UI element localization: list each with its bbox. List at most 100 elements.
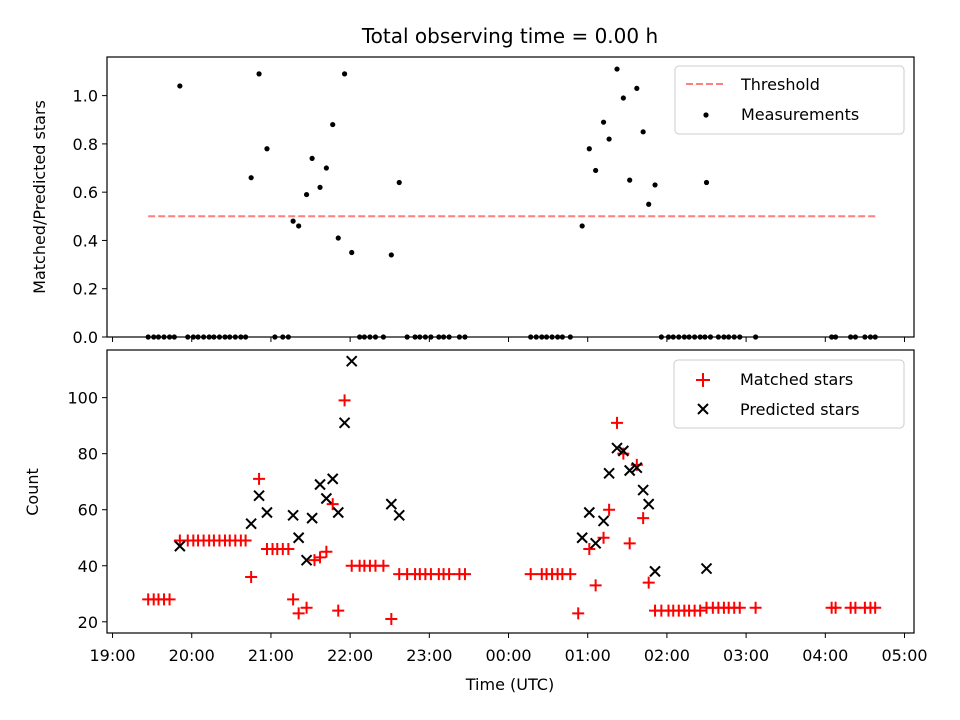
- matched-star-point: [603, 503, 616, 516]
- top-y-tick-label: 0.4: [73, 231, 98, 250]
- predicted-star-point: [623, 464, 636, 477]
- matched-star-point: [377, 559, 390, 572]
- matched-star-point: [338, 394, 351, 407]
- predicted-star-point: [617, 445, 630, 457]
- measurement-point: [296, 223, 302, 229]
- matched-star-point: [245, 570, 258, 583]
- bottom-panel: 20 40 60 80 100 19:00 20:00 21:00 22:00 23:00 00:…: [23, 349, 928, 694]
- bottom-y-tick-label: 40: [78, 557, 98, 576]
- predicted-star-point: [314, 478, 326, 491]
- bottom-y-tick-label: 100: [67, 389, 98, 408]
- matched-star-point: [314, 551, 327, 564]
- matched-star-point: [572, 607, 585, 620]
- matched-star-point: [564, 568, 577, 581]
- matched-star-point: [637, 512, 650, 525]
- bottom-x-tick-label: 23:00: [406, 646, 452, 665]
- matched-star-point: [282, 542, 295, 555]
- top-x-ticks: [112, 337, 905, 342]
- predicted-star-point: [306, 512, 318, 524]
- matched-star-point: [733, 601, 746, 614]
- predicted-star-point: [589, 537, 602, 550]
- top-y-tick-label: 0.8: [73, 135, 98, 154]
- matched-star-point: [583, 542, 596, 555]
- matched-star-point: [749, 601, 762, 614]
- measurement-point: [646, 201, 652, 207]
- matched-star-point: [292, 607, 305, 620]
- predicted-star-point: [642, 498, 655, 510]
- bottom-plot-area: [142, 355, 882, 625]
- predicted-star-point: [597, 515, 610, 527]
- measurement-point: [652, 182, 658, 188]
- bottom-y-axis-label: Count: [23, 468, 42, 516]
- top-panel: 0.0 0.2 0.4 0.6 0.8 1.0 Matched/Predicted sta…: [30, 56, 915, 347]
- measurement-point: [290, 218, 296, 224]
- measurement-point: [396, 179, 402, 186]
- bottom-x-tick-label: 00:00: [485, 646, 531, 665]
- matched-star-point: [458, 568, 471, 581]
- top-y-tick-label: 0.0: [73, 328, 98, 347]
- measurement-point: [303, 191, 310, 198]
- matched-legend-marker: [696, 373, 710, 387]
- bottom-legend-box: [673, 359, 905, 429]
- predicted-star-point: [649, 565, 661, 578]
- predicted-star-point: [326, 473, 339, 485]
- predicted-star-point: [583, 506, 596, 519]
- measurement-point: [593, 167, 599, 174]
- top-y-axis-label: Matched/Predicted stars: [30, 100, 49, 294]
- measurement-point: [620, 95, 626, 101]
- measurement-point: [586, 146, 592, 152]
- bottom-x-tick-label: 02:00: [644, 646, 690, 665]
- matched-legend-label: Matched stars: [740, 370, 853, 389]
- measurement-point: [388, 252, 394, 258]
- predicted-star-point: [576, 532, 588, 544]
- matched-star-point: [524, 568, 537, 581]
- measurement-point: [703, 179, 710, 186]
- matched-star-point: [623, 537, 636, 550]
- threshold-legend-label: Threshold: [740, 75, 820, 94]
- bottom-x-tick-label: 22:00: [327, 646, 373, 665]
- measurement-point: [579, 223, 585, 229]
- measurement-point: [627, 177, 633, 183]
- bottom-x-ticks: 19:00 20:00 21:00 22:00 23:00 00:00 01:00 02:00…: [89, 633, 928, 665]
- bottom-y-tick-label: 60: [78, 501, 98, 520]
- matched-star-point: [869, 601, 882, 614]
- bottom-legend: Matched stars Predicted stars: [673, 359, 905, 429]
- matched-star-point: [642, 576, 655, 589]
- predicted-star-point: [631, 461, 643, 474]
- bottom-x-axis-label: Time (UTC): [465, 675, 554, 694]
- measurement-point: [600, 119, 607, 125]
- measurement-point: [634, 85, 640, 91]
- bottom-x-tick-label: 03:00: [723, 646, 769, 665]
- matched-star-point: [308, 554, 321, 567]
- measurement-point: [614, 66, 620, 72]
- matched-star-point: [320, 545, 333, 558]
- matched-star-point: [163, 593, 176, 606]
- matched-star-point: [253, 472, 266, 485]
- matched-star-point: [829, 601, 842, 614]
- top-legend: Threshold Measurements: [674, 65, 905, 135]
- measurement-point: [317, 184, 323, 190]
- matched-star-point: [694, 604, 707, 617]
- measurement-point: [177, 83, 183, 89]
- bottom-x-tick-label: 04:00: [802, 646, 848, 665]
- matched-star-point: [332, 604, 345, 617]
- measurement-point: [330, 121, 336, 128]
- top-y-tick-label: 1.0: [73, 87, 98, 106]
- top-axes-frame: [106, 56, 915, 338]
- bottom-x-tick-label: 05:00: [881, 646, 927, 665]
- measurement-point: [349, 249, 355, 256]
- predicted-star-point: [603, 467, 615, 479]
- matched-star-point: [287, 593, 300, 606]
- predicted-star-point: [245, 518, 257, 530]
- predicted-star-point: [700, 562, 713, 575]
- bottom-y-tick-label: 80: [78, 445, 98, 464]
- predicted-star-point: [174, 540, 186, 552]
- top-y-tick-label: 0.2: [73, 280, 98, 299]
- predicted-legend-marker: [697, 403, 709, 415]
- bottom-x-tick-label: 01:00: [565, 646, 611, 665]
- measurement-point: [335, 235, 341, 241]
- measurements-legend-label: Measurements: [741, 105, 859, 124]
- predicted-star-point: [253, 489, 265, 502]
- top-legend-box: [674, 65, 905, 135]
